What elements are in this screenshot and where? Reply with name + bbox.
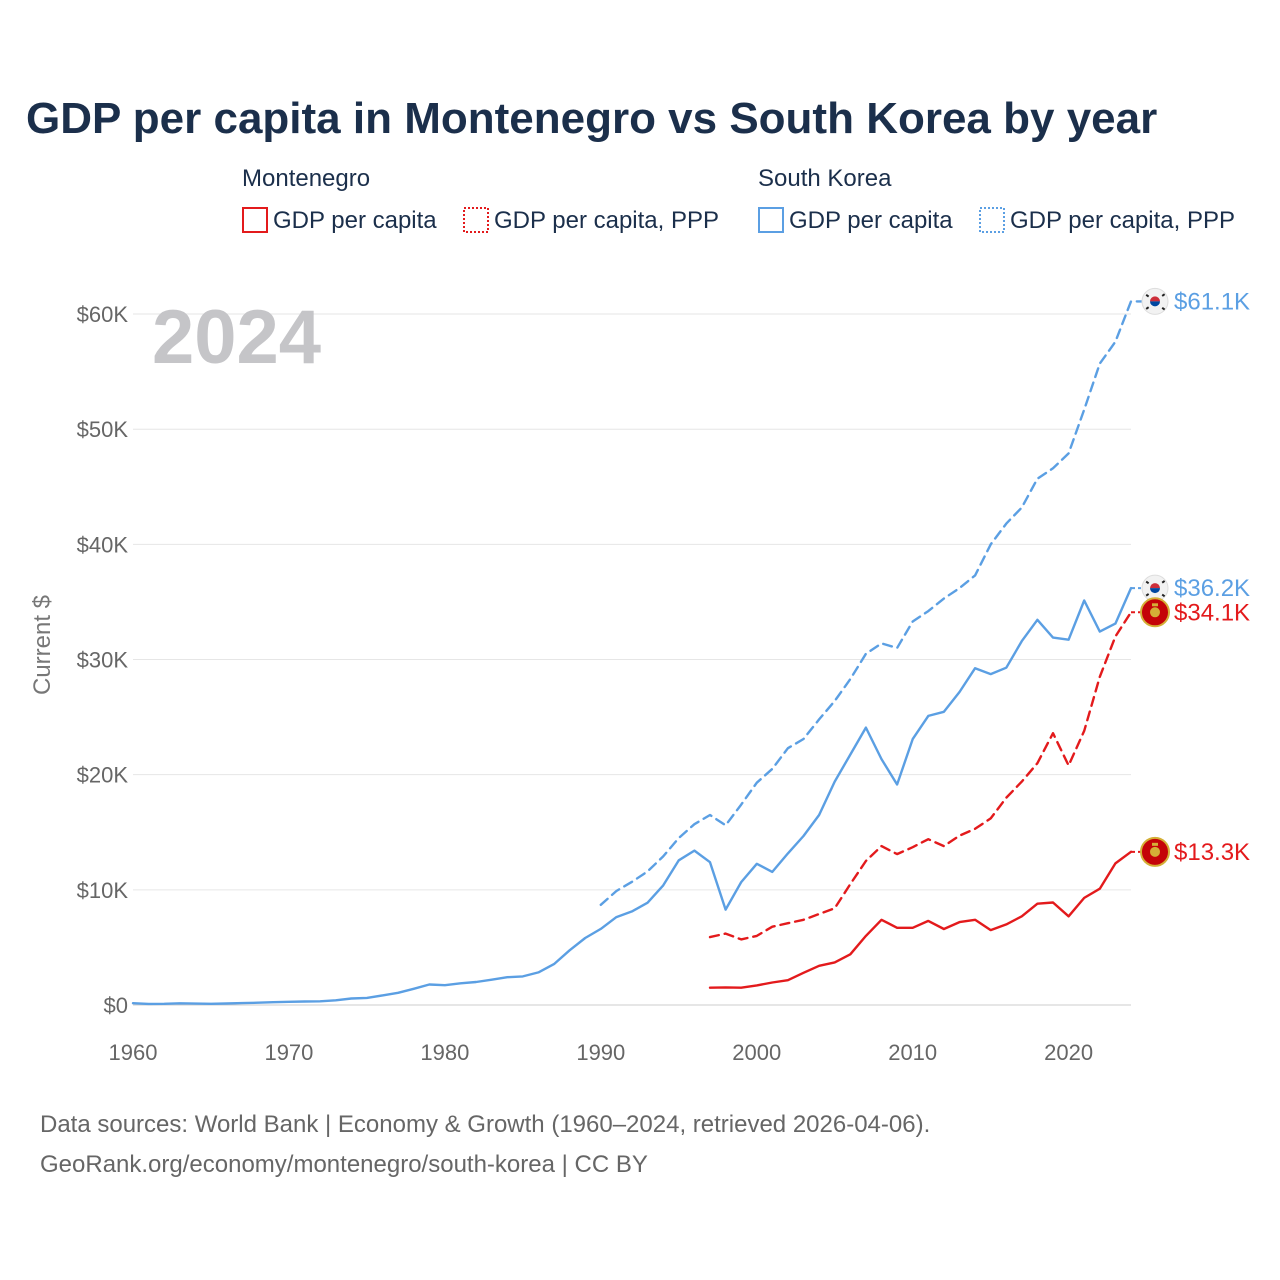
legend-group-south-korea: South Korea: [758, 165, 892, 192]
legend-swatch-korea-gdp[interactable]: [758, 207, 784, 233]
crown: [1152, 842, 1158, 846]
series-line-kor_ppp[interactable]: [599, 300, 1148, 906]
legend-swatch-montenegro-ppp[interactable]: [463, 207, 489, 233]
trigram: [1161, 293, 1166, 297]
y-tick-label: $10K: [77, 878, 129, 903]
x-tick-label: 2000: [732, 1040, 781, 1065]
legend-label-korea-gdp[interactable]: GDP per capita: [789, 207, 953, 234]
taegeuk-red: [1150, 296, 1160, 302]
y-tick-label: $60K: [77, 302, 129, 327]
x-tick-label: 2020: [1044, 1040, 1093, 1065]
trigram: [1145, 293, 1150, 298]
x-axis: 1960 1970 1980 1990 2000 2010 2020: [109, 1040, 1094, 1065]
y-tick-label: $20K: [77, 763, 129, 788]
trigram: [1145, 306, 1150, 310]
x-tick-label: 1970: [264, 1040, 313, 1065]
y-tick-label: $50K: [77, 417, 129, 442]
legend: Montenegro GDP per capita GDP per capita…: [242, 165, 1235, 234]
x-tick-label: 1990: [576, 1040, 625, 1065]
y-axis: $0 $10K $20K $30K $40K $50K $60K: [77, 302, 129, 1018]
series-lines: [131, 300, 1148, 1006]
source-note: Data sources: World Bank | Economy & Gro…: [40, 1111, 930, 1138]
end-label-korea-gdp: $36.2K: [1174, 575, 1250, 602]
series-line-kor_gdp[interactable]: [131, 586, 1133, 1006]
x-tick-label: 1980: [420, 1040, 469, 1065]
series-line-mne_ppp[interactable]: [708, 611, 1133, 941]
end-label-montenegro-gdp: $13.3K: [1174, 839, 1250, 866]
y-tick-label: $40K: [77, 532, 129, 557]
grid-lines: [133, 313, 1131, 1006]
montenegro-flag-icon: [1140, 597, 1170, 628]
x-tick-label: 1960: [109, 1040, 158, 1065]
coat-of-arms: [1150, 607, 1160, 618]
taegeuk-blue: [1150, 301, 1160, 307]
end-markers: [1140, 287, 1170, 867]
current-year-label: 2024: [152, 295, 321, 380]
legend-label-montenegro-gdp[interactable]: GDP per capita: [273, 207, 437, 234]
south-korea-flag-icon: [1141, 287, 1169, 315]
legend-label-korea-ppp[interactable]: GDP per capita, PPP: [1010, 207, 1235, 234]
crown: [1152, 603, 1158, 607]
series-line-mne_gdp[interactable]: [708, 850, 1133, 989]
y-tick-label: $30K: [77, 648, 129, 673]
south-korea-flag-icon: [1141, 574, 1169, 602]
coat-of-arms: [1150, 846, 1160, 857]
source-link[interactable]: GeoRank.org/economy/montenegro/south-kor…: [40, 1151, 648, 1178]
trigram: [1145, 593, 1150, 597]
legend-label-montenegro-ppp[interactable]: GDP per capita, PPP: [494, 207, 719, 234]
y-tick-label: $0: [104, 993, 128, 1018]
x-tick-label: 2010: [888, 1040, 937, 1065]
trigram: [1145, 580, 1150, 585]
taegeuk-blue: [1150, 588, 1160, 594]
taegeuk-red: [1150, 583, 1160, 589]
trigram: [1161, 306, 1166, 311]
end-label-montenegro-ppp: $34.1K: [1174, 599, 1250, 626]
legend-swatch-korea-ppp[interactable]: [979, 207, 1005, 233]
chart-title: GDP per capita in Montenegro vs South Ko…: [26, 94, 1157, 143]
legend-swatch-montenegro-gdp[interactable]: [242, 207, 268, 233]
end-label-korea-ppp: $61.1K: [1174, 288, 1250, 315]
montenegro-flag-icon: [1140, 836, 1170, 867]
trigram: [1161, 580, 1166, 584]
legend-group-montenegro: Montenegro: [242, 165, 370, 192]
trigram: [1161, 593, 1166, 598]
y-axis-title: Current $: [29, 595, 56, 695]
